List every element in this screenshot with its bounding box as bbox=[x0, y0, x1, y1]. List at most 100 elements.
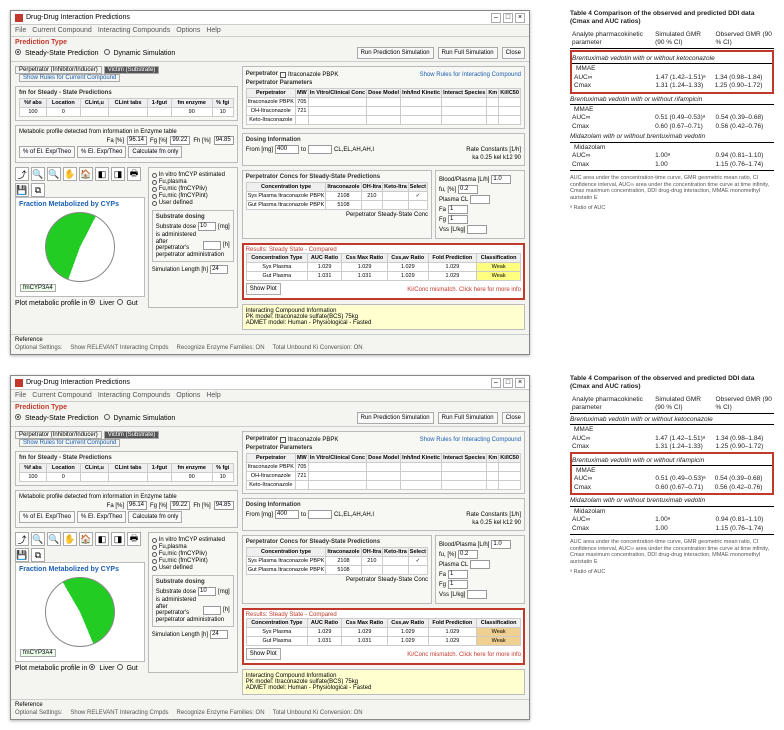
warning-text[interactable]: Ki/Conc mismatch. Click here for more in… bbox=[407, 287, 521, 293]
table-head: Analyte pharmacokinetic parameterSimulat… bbox=[570, 396, 774, 414]
metab-btn[interactable]: % of El. Exp/Theo bbox=[19, 146, 75, 158]
menu-item[interactable]: File bbox=[15, 392, 26, 399]
menu-item[interactable]: Current Compound bbox=[32, 392, 92, 399]
liver-gut-option[interactable]: Liver bbox=[89, 664, 114, 672]
metab-btn[interactable]: % of El. Exp/Theo bbox=[19, 511, 75, 523]
table-row: Cmax1.001.15 (0.76–1.74) bbox=[570, 161, 774, 169]
steady-state-option[interactable]: Steady-State Prediction bbox=[15, 49, 99, 57]
liver-gut-option[interactable]: Gut bbox=[117, 664, 138, 672]
table-row: Cmax0.60 (0.67–0.71)0.56 (0.42–0.76) bbox=[572, 484, 772, 492]
warning-text[interactable]: Ki/Conc mismatch. Click here for more in… bbox=[407, 652, 521, 658]
table-note: AUC area under the concentration-time cu… bbox=[570, 175, 774, 201]
close-btn[interactable]: × bbox=[515, 378, 525, 388]
fm-option[interactable]: User defined bbox=[152, 565, 234, 571]
top-button[interactable]: Run Full Simulation bbox=[438, 412, 498, 424]
conc-group: Perpetrator Concs for Steady-State Predi… bbox=[242, 535, 432, 604]
fm-option[interactable]: Fu,mic (fmCYPliv) bbox=[152, 186, 234, 192]
toolbar-icon[interactable]: ◧ bbox=[95, 167, 109, 181]
toolbar-icon[interactable]: ◨ bbox=[111, 167, 125, 181]
top-button[interactable]: Run Prediction Simulation bbox=[357, 412, 434, 424]
pie-slice-label: fmCYP3A4 bbox=[20, 649, 56, 657]
fm-option[interactable]: In vitro fmCYP estimated bbox=[152, 537, 234, 543]
metab-btn[interactable]: Calculate fm only bbox=[128, 146, 182, 158]
table-row: Cmax0.60 (0.67–0.71)0.56 (0.42–0.76) bbox=[570, 123, 774, 131]
fg-value: 99.22 bbox=[170, 501, 190, 510]
show-plot-button[interactable]: Show Plot bbox=[246, 648, 281, 660]
toolbar-icon[interactable]: 💾 bbox=[15, 548, 29, 562]
prediction-type-bar: Prediction Type Steady-State Prediction … bbox=[11, 402, 529, 427]
chart-toolbar: ⤴🔍🔍✋🏠◧◨🖶💾⧉ bbox=[15, 532, 145, 562]
show-rules-link[interactable]: Show Rules for Current Compound bbox=[19, 74, 120, 82]
results-box: Results: Steady State - ComparedConcentr… bbox=[242, 243, 525, 300]
menu-item[interactable]: File bbox=[15, 27, 26, 34]
toolbar-icon[interactable]: ✋ bbox=[63, 532, 77, 546]
toolbar-icon[interactable]: ◧ bbox=[95, 532, 109, 546]
menu-item[interactable]: Current Compound bbox=[32, 27, 92, 34]
toolbar-icon[interactable]: 🔍 bbox=[47, 167, 61, 181]
menu-item[interactable]: Interacting Compounds bbox=[98, 27, 170, 34]
liver-gut-option[interactable]: Gut bbox=[117, 299, 138, 307]
toolbar-icon[interactable]: 🔍 bbox=[31, 532, 45, 546]
top-button[interactable]: Run Prediction Simulation bbox=[357, 47, 434, 59]
toolbar-icon[interactable]: ⧉ bbox=[31, 548, 45, 562]
menu-item[interactable]: Options bbox=[176, 27, 200, 34]
pair-2: Drug-Drug Interaction Predictions–□×File… bbox=[10, 375, 774, 720]
min-btn[interactable]: – bbox=[491, 13, 501, 23]
dynamic-sim-option[interactable]: Dynamic Simulation bbox=[104, 414, 176, 422]
toolbar-icon[interactable]: 🏠 bbox=[79, 532, 93, 546]
toolbar-icon[interactable]: 🖶 bbox=[127, 532, 141, 546]
toolbar-icon[interactable]: ✋ bbox=[63, 167, 77, 181]
toolbar-icon[interactable]: 🖶 bbox=[127, 167, 141, 181]
show-rules-link[interactable]: Show Rules for Current Compound bbox=[19, 439, 120, 447]
fm-option[interactable]: Fu,plasma bbox=[152, 544, 234, 550]
tab-perpetrator[interactable]: Perpetrator (Inhibitor/Inducer) bbox=[15, 66, 102, 74]
close-btn[interactable]: × bbox=[515, 13, 525, 23]
show-rules-link[interactable]: Show Rules for Interacting Compound bbox=[420, 72, 521, 78]
chart-title: Fraction Metabolized by CYPs bbox=[19, 566, 141, 573]
dynamic-sim-option[interactable]: Dynamic Simulation bbox=[104, 49, 176, 57]
perp-checkbox[interactable] bbox=[280, 72, 286, 78]
tab-victim[interactable]: Victim (Substrate) bbox=[104, 431, 160, 439]
table-section: Midazolam with or without brentuximab ve… bbox=[570, 133, 774, 169]
fm-option[interactable]: Fu,mic (fmCYPint) bbox=[152, 558, 234, 564]
toolbar-icon[interactable]: 🔍 bbox=[31, 167, 45, 181]
top-button[interactable]: Run Full Simulation bbox=[438, 47, 498, 59]
fm-option[interactable]: Fu,plasma bbox=[152, 179, 234, 185]
toolbar-icon[interactable]: ⧉ bbox=[31, 183, 45, 197]
canvas: Drug-Drug Interaction Predictions–□×File… bbox=[0, 0, 784, 730]
toolbar-icon[interactable]: 💾 bbox=[15, 183, 29, 197]
dosing-info: Dosing Information From [mg] 400 to CL,E… bbox=[242, 498, 525, 531]
perp-checkbox[interactable] bbox=[280, 437, 286, 443]
toolbar-icon[interactable]: 🔍 bbox=[47, 532, 61, 546]
fm-option[interactable]: Fu,mic (fmCYPliv) bbox=[152, 551, 234, 557]
menu-item[interactable]: Options bbox=[176, 392, 200, 399]
show-plot-button[interactable]: Show Plot bbox=[246, 283, 281, 295]
tab-perpetrator[interactable]: Perpetrator (Inhibitor/Inducer) bbox=[15, 431, 102, 439]
top-button[interactable]: Close bbox=[502, 47, 525, 59]
liver-gut-option[interactable]: Liver bbox=[89, 299, 114, 307]
max-btn[interactable]: □ bbox=[503, 13, 513, 23]
toolbar-icon[interactable]: ◨ bbox=[111, 532, 125, 546]
perpetrator-table: PerpetratorMWIn Vitro/Clinical ConcDose … bbox=[246, 88, 521, 125]
fm-option[interactable]: Fu,mic (fmCYPint) bbox=[152, 193, 234, 199]
menu-item[interactable]: Help bbox=[206, 392, 220, 399]
fm-option[interactable]: In vitro fmCYP estimated bbox=[152, 172, 234, 178]
metab-btn[interactable]: % El. Exp/Theo bbox=[77, 146, 126, 158]
toolbar-icon[interactable]: 🏠 bbox=[79, 167, 93, 181]
max-btn[interactable]: □ bbox=[503, 378, 513, 388]
top-button[interactable]: Close bbox=[502, 412, 525, 424]
footer-option: Show RELEVANT Interacting Cmpds bbox=[70, 345, 168, 351]
toolbar-icon[interactable]: ⤴ bbox=[15, 532, 29, 546]
fm-option[interactable]: User defined bbox=[152, 200, 234, 206]
metab-btn[interactable]: % El. Exp/Theo bbox=[77, 511, 126, 523]
menu-item[interactable]: Interacting Compounds bbox=[98, 392, 170, 399]
toolbar-icon[interactable]: ⤴ bbox=[15, 167, 29, 181]
min-btn[interactable]: – bbox=[491, 378, 501, 388]
menu-item[interactable]: Help bbox=[206, 27, 220, 34]
show-rules-link[interactable]: Show Rules for Interacting Compound bbox=[420, 437, 521, 443]
perpetrator-box: PerpetratorItraconazole PBPKShow Rules f… bbox=[242, 66, 525, 129]
steady-state-option[interactable]: Steady-State Prediction bbox=[15, 414, 99, 422]
metab-btn[interactable]: Calculate fm only bbox=[128, 511, 182, 523]
prediction-type-label: Prediction Type bbox=[15, 404, 525, 411]
tab-victim[interactable]: Victim (Substrate) bbox=[104, 66, 160, 74]
